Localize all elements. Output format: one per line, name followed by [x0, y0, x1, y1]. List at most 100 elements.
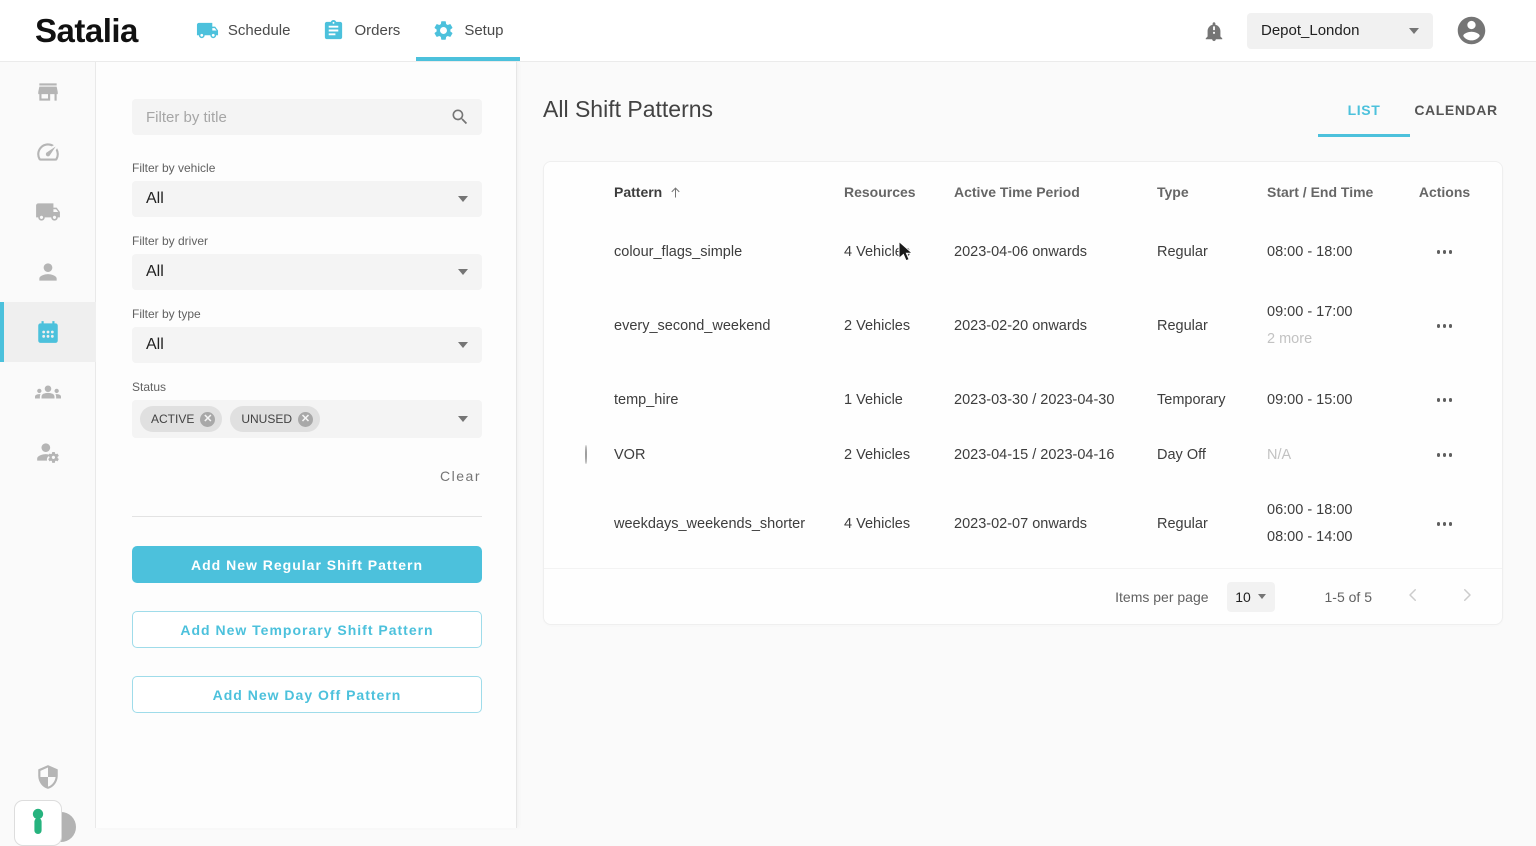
sidebar-item-vehicles[interactable]	[0, 182, 96, 242]
time-range: 09:00 - 17:00	[1267, 304, 1353, 320]
next-page-button[interactable]	[1454, 582, 1480, 611]
sidebar-item-drivers[interactable]	[0, 242, 96, 302]
type-filter-label: Filter by type	[132, 307, 201, 321]
nav-item-schedule[interactable]: Schedule	[180, 0, 307, 61]
add-temporary-shift-pattern-button[interactable]: Add New Temporary Shift Pattern	[132, 611, 482, 648]
divider	[132, 516, 482, 517]
table-row[interactable]: every_second_weekend 2 Vehicles 2023-02-…	[544, 282, 1502, 370]
chevron-down-icon	[458, 416, 468, 422]
column-header-type[interactable]: Type	[1157, 184, 1189, 200]
tab-list[interactable]: LIST	[1318, 96, 1410, 137]
calendar-icon	[38, 321, 58, 343]
row-actions-menu-button[interactable]	[1433, 516, 1457, 532]
chip-remove-icon[interactable]: ✕	[200, 411, 216, 427]
cell-start-end-time: 09:00 - 15:00	[1267, 387, 1417, 414]
table-row[interactable]: VOR 2 Vehicles 2023-04-15 / 2023-04-16 D…	[544, 430, 1502, 480]
cell-start-end-time: 09:00 - 17:00 2 more	[1267, 299, 1417, 353]
cell-resources: 2 Vehicles	[844, 447, 911, 463]
row-actions-menu-button[interactable]	[1433, 318, 1457, 334]
row-actions-menu-button[interactable]	[1433, 447, 1457, 463]
sidebar-item-user-management[interactable]	[0, 422, 96, 482]
previous-page-button[interactable]	[1400, 582, 1426, 611]
nav-item-orders[interactable]: Orders	[306, 0, 416, 61]
sidebar-item-dashboard[interactable]	[0, 122, 96, 182]
cell-start-end-time: 08:00 - 18:00	[1267, 239, 1417, 266]
vehicle-filter-value: All	[146, 190, 164, 207]
nav-label-schedule: Schedule	[227, 22, 291, 39]
pattern-color-dot	[585, 445, 587, 464]
cell-resources: 2 Vehicles	[844, 318, 911, 334]
column-header-pattern[interactable]: Pattern	[614, 184, 844, 200]
clipboard-icon	[325, 19, 343, 40]
cell-pattern: weekdays_weekends_shorter	[614, 516, 806, 532]
sidebar-item-depot[interactable]	[0, 62, 96, 122]
cell-pattern: colour_flags_simple	[614, 244, 743, 260]
main-nav: Schedule Orders Setup	[180, 0, 520, 61]
chevron-down-icon	[1409, 27, 1419, 34]
user-avatar[interactable]	[1455, 14, 1488, 47]
chevron-down-icon	[1257, 594, 1266, 599]
cell-resources: 1 Vehicle	[844, 392, 903, 408]
shift-patterns-table: Pattern Resources Active Time Period Typ…	[543, 161, 1503, 625]
table-row[interactable]: weekdays_weekends_shorter 4 Vehicles 202…	[544, 480, 1502, 568]
add-day-off-pattern-button[interactable]: Add New Day Off Pattern	[132, 676, 482, 713]
items-per-page-label: Items per page	[1115, 588, 1209, 605]
nav-label-orders: Orders	[354, 22, 401, 39]
tab-calendar[interactable]: CALENDAR	[1414, 102, 1498, 118]
column-header-actions: Actions	[1418, 184, 1471, 200]
time-range-muted: 2 more	[1267, 331, 1313, 347]
privacy-widget[interactable]	[14, 800, 62, 846]
table-header: Pattern Resources Active Time Period Typ…	[544, 162, 1502, 222]
vehicle-filter-label: Filter by vehicle	[132, 161, 216, 175]
table-row[interactable]: colour_flags_simple 4 Vehicles 2023-04-0…	[544, 222, 1502, 282]
column-header-start-end[interactable]: Start / End Time	[1267, 184, 1374, 200]
row-actions-menu-button[interactable]	[1433, 392, 1457, 408]
time-range-muted: N/A	[1267, 446, 1292, 463]
table-body: colour_flags_simple 4 Vehicles 2023-04-0…	[544, 222, 1502, 568]
vehicle-filter-select[interactable]: All	[132, 181, 482, 217]
cell-type: Day Off	[1157, 447, 1206, 463]
title-filter-input[interactable]	[132, 108, 450, 126]
truck-icon	[196, 22, 218, 39]
status-chip-unused: UNUSED ✕	[230, 406, 321, 432]
status-chip-active: ACTIVE ✕	[140, 406, 223, 432]
items-per-page-value: 10	[1235, 588, 1251, 605]
status-chip-unused-label: UNUSED	[241, 412, 293, 426]
icon-sidebar	[0, 62, 96, 828]
cell-start-end-time: 06:00 - 18:00 08:00 - 14:00	[1267, 497, 1417, 551]
sidebar-item-security[interactable]	[0, 747, 96, 807]
chip-remove-icon[interactable]: ✕	[298, 411, 314, 427]
view-tabs: LIST CALENDAR	[1318, 96, 1502, 137]
depot-selector[interactable]: Depot_London	[1247, 12, 1433, 49]
cell-start-end-time: N/A	[1267, 442, 1417, 469]
add-regular-shift-pattern-button[interactable]: Add New Regular Shift Pattern	[132, 546, 482, 583]
status-chip-active-label: ACTIVE	[151, 412, 195, 426]
column-header-resources[interactable]: Resources	[844, 184, 916, 200]
satalia-logo: Satalia	[35, 11, 138, 49]
cell-pattern: VOR	[614, 447, 646, 463]
time-range: 09:00 - 15:00	[1267, 391, 1353, 408]
nav-label-setup: Setup	[464, 22, 504, 39]
cell-resources: 4 Vehicles	[844, 516, 911, 532]
items-per-page-select[interactable]: 10	[1226, 581, 1275, 612]
sidebar-item-shift-patterns[interactable]	[0, 302, 96, 362]
row-actions-menu-button[interactable]	[1433, 244, 1457, 260]
type-filter-select[interactable]: All	[132, 327, 482, 363]
table-row[interactable]: temp_hire 1 Vehicle 2023-03-30 / 2023-04…	[544, 370, 1502, 430]
notification-bell-icon[interactable]	[1203, 20, 1225, 42]
driver-filter-select[interactable]: All	[132, 254, 482, 290]
depot-selector-value: Depot_London	[1261, 22, 1360, 39]
column-header-active-period[interactable]: Active Time Period	[954, 184, 1080, 200]
status-filter-label: Status	[132, 380, 167, 394]
status-filter-select[interactable]: ACTIVE ✕ UNUSED ✕	[132, 400, 482, 438]
store-icon	[38, 83, 58, 101]
sidebar-item-teams[interactable]	[0, 362, 96, 422]
main-content: All Shift Patterns LIST CALENDAR Pattern…	[517, 62, 1536, 828]
cell-active-period: 2023-04-06 onwards	[954, 244, 1088, 260]
clear-filters-button[interactable]: Clear	[440, 468, 481, 484]
time-range: 08:00 - 14:00	[1267, 529, 1353, 545]
cell-resources: 4 Vehicles	[844, 244, 911, 260]
cell-active-period: 2023-02-20 onwards	[954, 318, 1088, 334]
nav-item-setup[interactable]: Setup	[416, 0, 520, 61]
cell-active-period: 2023-02-07 onwards	[954, 516, 1088, 532]
